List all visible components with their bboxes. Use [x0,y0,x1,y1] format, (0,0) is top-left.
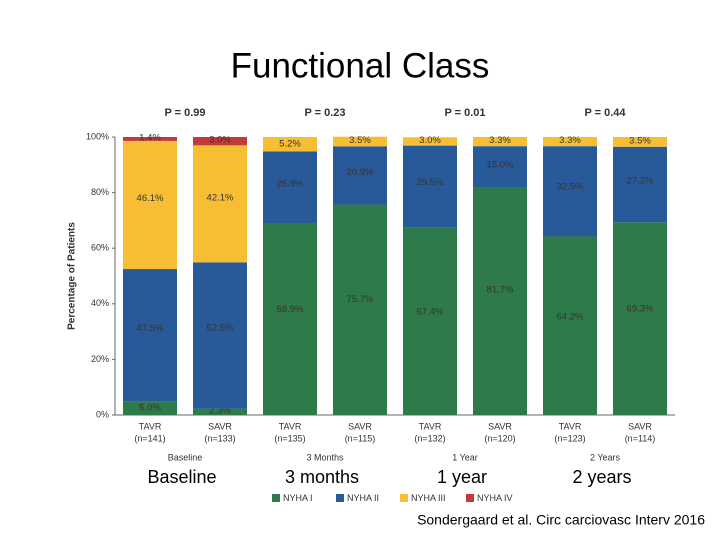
bar-segment [613,222,667,415]
value-label: 42.1% [207,193,234,204]
group-label: 3 Months [306,452,344,462]
slide-label: Baseline [147,467,216,487]
bar-segment [263,151,317,224]
sample-size: (n=141) [134,433,165,443]
value-label: 64.2% [557,311,584,322]
value-label: 69.3% [627,304,654,315]
value-label: 75.7% [347,294,374,305]
legend-swatch [336,494,344,502]
sample-size: (n=120) [484,433,515,443]
x-tick-label: SAVR [628,421,652,431]
x-tick-label: SAVR [348,421,372,431]
value-label: 3.0% [419,135,441,146]
legend-swatch [400,494,408,502]
value-label: 46.1% [137,193,164,204]
bar-segment [333,136,387,147]
legend-label: NYHA II [347,493,379,503]
bar-segment [263,223,317,415]
group-label: Baseline [168,452,203,462]
legend-swatch [272,494,280,502]
bar-segment [403,227,457,415]
legend-label: NYHA III [411,493,446,503]
bar-segment [193,262,247,409]
sample-size: (n=115) [345,433,376,443]
bar-segment [123,269,177,402]
legend-label: NYHA IV [477,493,513,503]
y-tick-label: 20% [91,354,109,364]
group-label: 1 Year [452,452,478,462]
legend-swatch [466,494,474,502]
x-tick-label: SAVR [488,421,512,431]
x-tick-label: TAVR [559,421,582,431]
x-tick-label: SAVR [208,421,232,431]
bar-segment [473,137,527,147]
p-value: P = 0.01 [444,107,485,119]
p-value: P = 0.99 [164,107,205,119]
y-tick-label: 40% [91,298,109,308]
value-label: 29.5% [417,177,444,188]
p-value: P = 0.23 [304,107,345,119]
value-label: 25.9% [277,178,304,189]
value-label: 1.4% [139,132,161,143]
slide-title: Functional Class [231,46,490,85]
value-label: 15.0% [487,159,514,170]
bar-segment [543,137,597,147]
bar-segment [403,137,457,146]
bar-segment [333,146,387,205]
sample-size: (n=123) [554,433,585,443]
value-label: 47.5% [137,323,164,334]
value-label: 5.0% [139,403,161,414]
x-tick-label: TAVR [419,421,442,431]
value-label: 3.0% [209,135,231,146]
value-label: 20.9% [347,167,374,178]
bar-segment [193,145,247,263]
x-tick-label: TAVR [279,421,302,431]
sample-size: (n=133) [204,433,235,443]
bar-segment [193,137,247,146]
bar-segment [123,140,177,270]
y-tick-label: 60% [91,243,109,253]
value-label: 2.3% [209,405,231,416]
citation: Sondergaard et al. Circ carciovasc Inter… [417,512,705,528]
p-value: P = 0.44 [584,107,626,119]
value-label: 5.2% [279,139,301,150]
bar-segment [263,137,317,152]
slide-label: 2 years [572,467,631,487]
bar-segment [123,137,177,141]
value-label: 52.6% [207,323,234,334]
sample-size: (n=114) [625,433,656,443]
y-tick-label: 80% [91,187,109,197]
legend-label: NYHA I [283,493,313,503]
bar-segment [193,408,247,415]
y-tick-label: 0% [96,409,109,419]
bar-segment [123,401,177,415]
bar-segment [473,146,527,188]
value-label: 67.4% [417,306,444,317]
group-label: 2 Years [590,452,621,462]
bar-segment [403,145,457,228]
sample-size: (n=132) [414,433,445,443]
bar-segment [613,137,667,147]
x-tick-label: TAVR [139,421,162,431]
value-label: 81.7% [487,285,514,296]
bar-segment [543,236,597,415]
bar-segment [333,204,387,415]
value-label: 3.5% [629,135,651,146]
mask [60,462,700,492]
bar-segment [473,187,527,415]
sample-size: (n=135) [274,433,305,443]
value-label: 68.9% [277,304,304,315]
bar-segment [613,146,667,223]
value-label: 3.3% [489,135,511,146]
slide-label: 1 year [437,467,487,487]
slide-label: 3 months [285,467,359,487]
value-label: 3.5% [349,135,371,146]
value-label: 32.5% [557,181,584,192]
y-tick-label: 100% [86,131,109,141]
value-label: 3.3% [559,135,581,146]
y-axis-label: Percentage of Patients [67,222,78,330]
bar-segment [543,146,597,237]
value-label: 27.2% [627,175,654,186]
